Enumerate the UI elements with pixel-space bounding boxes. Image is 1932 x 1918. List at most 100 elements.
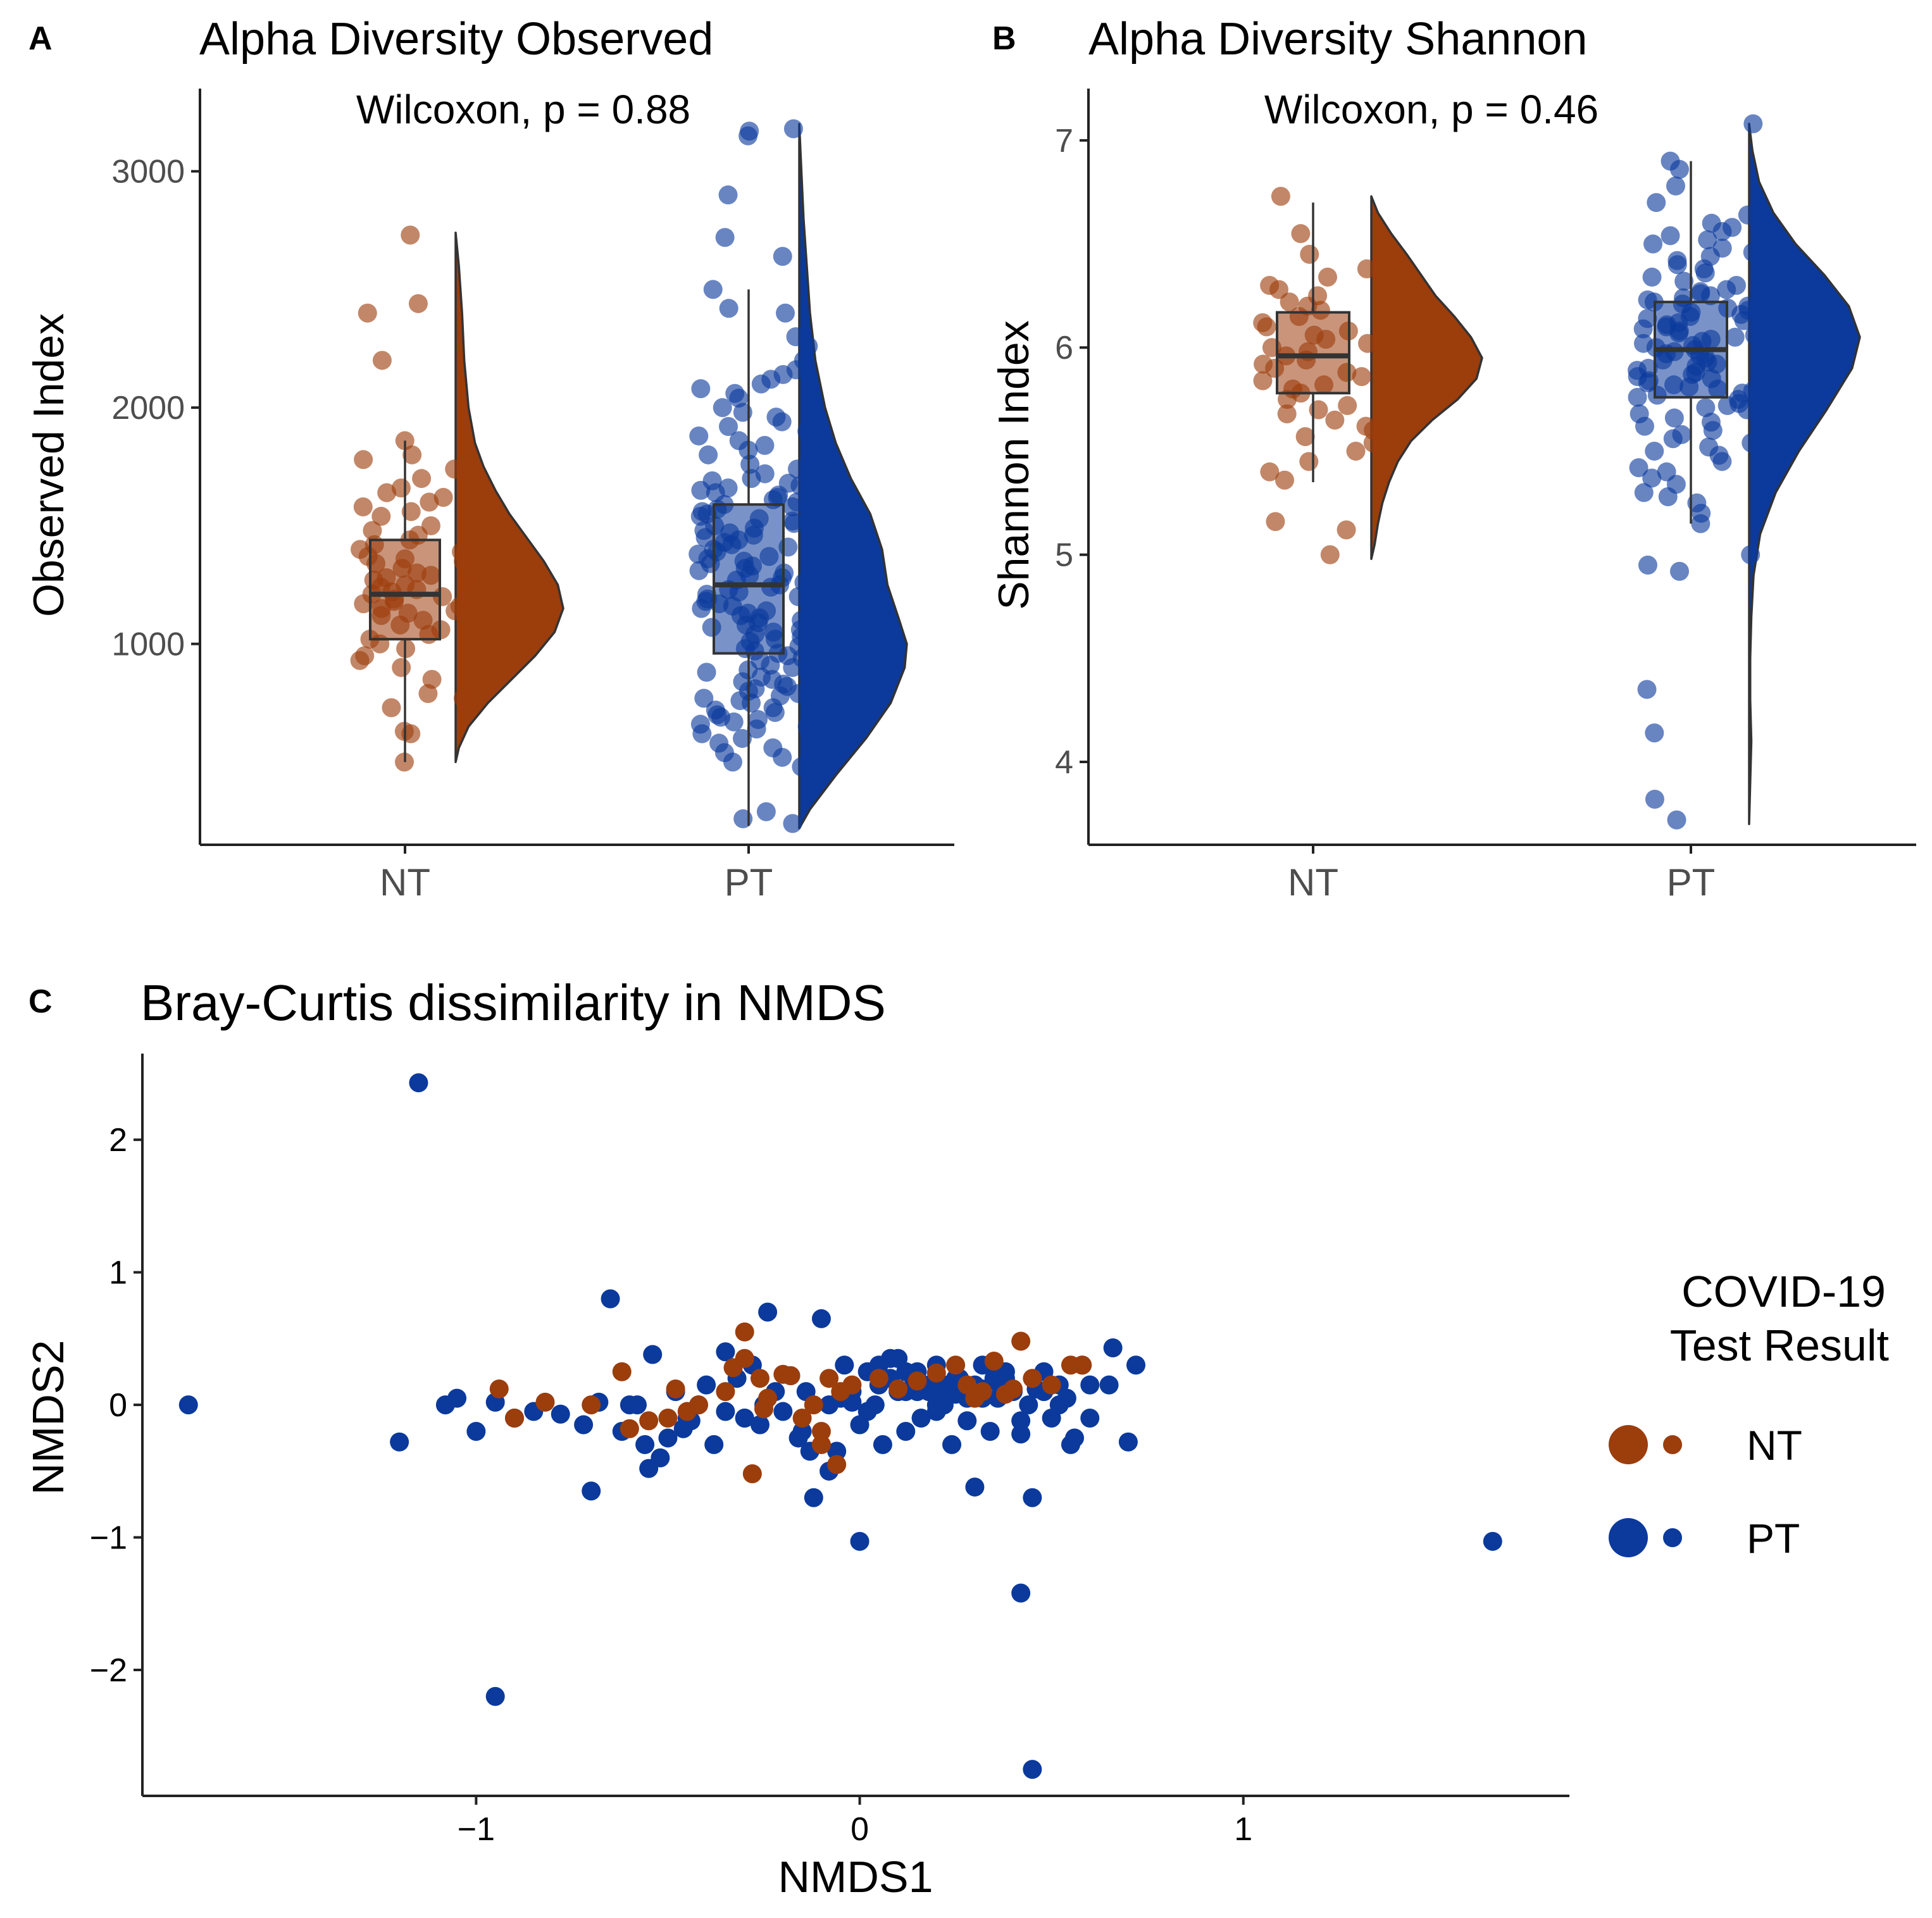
x-tick-label: PT bbox=[1667, 861, 1716, 904]
point-pt bbox=[1126, 1355, 1146, 1375]
point-pt bbox=[1645, 441, 1664, 461]
point-pt bbox=[601, 1289, 620, 1309]
point-pt bbox=[1023, 1760, 1042, 1779]
point-pt bbox=[1700, 286, 1720, 306]
point-pt bbox=[409, 1073, 428, 1093]
point-pt bbox=[783, 119, 803, 139]
point-pt bbox=[788, 459, 807, 479]
point-nt bbox=[658, 1409, 678, 1428]
point-nt bbox=[1346, 441, 1366, 461]
point-pt bbox=[835, 1355, 854, 1375]
legend-key-small-pt bbox=[1663, 1528, 1682, 1547]
point-nt bbox=[1004, 1379, 1023, 1398]
point-pt bbox=[390, 1432, 409, 1452]
point-nt bbox=[457, 573, 477, 592]
point-nt bbox=[888, 1379, 908, 1398]
y-tick-label: 3000 bbox=[111, 154, 185, 190]
point-nt bbox=[735, 1322, 754, 1342]
point-pt bbox=[1737, 400, 1757, 420]
legend-key-small-nt bbox=[1663, 1435, 1682, 1454]
point-pt bbox=[574, 1415, 594, 1435]
point-nt bbox=[382, 698, 401, 718]
panel-c-tag: C bbox=[28, 983, 53, 1020]
point-nt bbox=[1309, 400, 1328, 420]
point-pt bbox=[799, 665, 819, 685]
legend-key-large-pt bbox=[1609, 1518, 1648, 1557]
point-pt bbox=[691, 480, 711, 500]
legend-title-line2: Test Result bbox=[1670, 1321, 1889, 1370]
point-pt bbox=[773, 747, 792, 767]
point-nt bbox=[445, 459, 464, 479]
point-nt bbox=[504, 1409, 524, 1428]
point-pt bbox=[1698, 230, 1717, 249]
point-nt bbox=[1325, 410, 1345, 430]
legend: COVID-19 Test Result NT PT bbox=[1609, 1267, 1889, 1562]
point-pt bbox=[723, 752, 742, 772]
point-pt bbox=[1061, 1435, 1080, 1454]
point-pt bbox=[1645, 723, 1664, 743]
point-pt bbox=[178, 1395, 198, 1415]
point-nt bbox=[1337, 520, 1356, 540]
point-pt bbox=[719, 417, 739, 437]
point-nt bbox=[446, 601, 465, 621]
point-nt bbox=[1073, 1355, 1092, 1375]
point-pt bbox=[1629, 458, 1648, 478]
point-pt bbox=[713, 398, 732, 418]
point-nt bbox=[1295, 427, 1315, 447]
point-nt bbox=[408, 294, 428, 313]
x-tick-label: 0 bbox=[851, 1811, 869, 1848]
y-tick-label: 6 bbox=[1055, 330, 1073, 366]
point-pt bbox=[804, 1488, 823, 1507]
point-pt bbox=[873, 1435, 892, 1454]
point-pt bbox=[739, 126, 758, 146]
point-pt bbox=[742, 469, 761, 489]
point-nt bbox=[1280, 292, 1299, 312]
point-nt bbox=[716, 1382, 735, 1402]
point-pt bbox=[965, 1477, 985, 1497]
point-pt bbox=[984, 1369, 1004, 1388]
point-pt bbox=[551, 1404, 570, 1424]
point-pt bbox=[692, 724, 712, 744]
point-nt bbox=[535, 1392, 555, 1412]
point-nt bbox=[811, 1435, 831, 1454]
point-pt bbox=[1667, 810, 1686, 830]
point-pt bbox=[1743, 242, 1762, 262]
x-tick-label: NT bbox=[380, 861, 430, 904]
point-nt bbox=[620, 1419, 639, 1438]
point-pt bbox=[724, 712, 744, 732]
point-pt bbox=[1674, 271, 1694, 291]
point-nt bbox=[354, 450, 373, 470]
y-tick-label: 5 bbox=[1055, 537, 1073, 574]
point-pt bbox=[1734, 311, 1754, 330]
point-nt bbox=[1274, 470, 1294, 490]
point-pt bbox=[797, 717, 817, 737]
box-nt bbox=[369, 539, 441, 641]
point-nt bbox=[350, 651, 370, 670]
point-pt bbox=[1696, 398, 1716, 418]
point-pt bbox=[1691, 514, 1711, 533]
point-nt bbox=[946, 1355, 966, 1375]
point-nt bbox=[454, 551, 473, 571]
point-nt bbox=[377, 483, 397, 502]
point-pt bbox=[1658, 487, 1678, 506]
point-nt bbox=[582, 1395, 601, 1415]
panel-b-subtitle: Wilcoxon, p = 0.46 bbox=[1264, 87, 1599, 132]
point-pt bbox=[1080, 1409, 1100, 1428]
point-nt bbox=[372, 351, 392, 370]
point-pt bbox=[756, 802, 776, 821]
point-pt bbox=[716, 1402, 735, 1421]
point-nt bbox=[363, 521, 382, 540]
point-pt bbox=[716, 1342, 735, 1362]
panel-a-ylabel: Observed Index bbox=[25, 313, 73, 617]
point-nt bbox=[420, 492, 439, 512]
box-pt bbox=[713, 503, 785, 655]
point-nt bbox=[1320, 545, 1340, 564]
point-pt bbox=[697, 1375, 716, 1395]
point-pt bbox=[1118, 1432, 1138, 1452]
panel-a-subtitle: Wilcoxon, p = 0.88 bbox=[356, 87, 690, 132]
point-pt bbox=[1666, 176, 1685, 196]
point-pt bbox=[790, 476, 810, 495]
point-pt bbox=[811, 1309, 831, 1328]
panel-c-ylabel: NMDS2 bbox=[23, 1340, 73, 1495]
